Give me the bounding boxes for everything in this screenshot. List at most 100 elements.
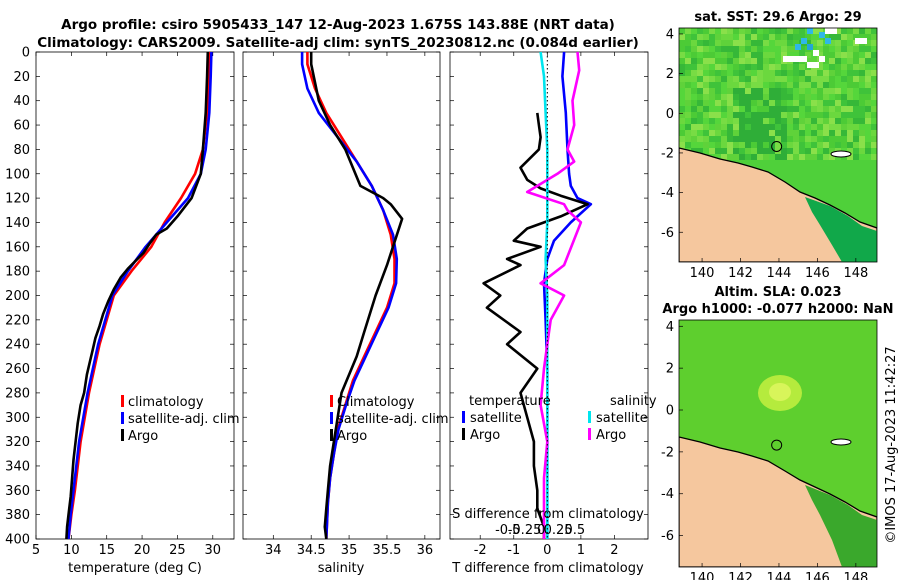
sst-pixel: [745, 142, 751, 148]
sst-pixel: [709, 76, 715, 82]
depth-tick-label: 40: [13, 94, 30, 109]
map-y-tick-label: -2: [661, 146, 674, 161]
sst-pixel: [757, 124, 763, 130]
map-x-tick-label: 140: [690, 266, 715, 281]
sst-cloud-pixel: [813, 50, 819, 56]
sst-pixel: [865, 142, 871, 148]
sst-pixel: [817, 118, 823, 124]
sst-pixel: [823, 106, 829, 112]
sst-pixel: [781, 40, 787, 46]
sst-pixel: [691, 130, 697, 136]
sst-pixel: [853, 136, 859, 142]
depth-tick-label: 200: [5, 289, 30, 304]
sst-pixel: [757, 52, 763, 58]
s-tick-label: 0: [537, 523, 545, 538]
sst-pixel: [757, 154, 763, 160]
sst-pixel: [685, 136, 691, 142]
sst-pixel: [757, 58, 763, 64]
map-y-tick-label: -6: [661, 529, 674, 544]
sst-pixel: [763, 148, 769, 154]
sst-pixel: [709, 58, 715, 64]
sst-pixel: [703, 34, 709, 40]
sst-pixel: [751, 154, 757, 160]
sst-pixel: [757, 28, 763, 34]
x-tick-label: 35: [341, 543, 358, 558]
sst-pixel: [763, 34, 769, 40]
legend-title-salinity: salinity: [610, 394, 657, 409]
sst-pixel: [811, 70, 817, 76]
sst-pixel: [727, 106, 733, 112]
sst-pixel: [721, 118, 727, 124]
x-tick-label: 0: [543, 543, 551, 558]
sst-pixel: [727, 136, 733, 142]
sst-pixel: [703, 58, 709, 64]
sst-pixel: [709, 106, 715, 112]
sst-pixel: [865, 64, 871, 70]
sst-pixel: [859, 130, 865, 136]
map-x-tick-label: 148: [843, 266, 868, 281]
sst-pixel: [787, 34, 793, 40]
sst-pixel: [853, 112, 859, 118]
x-tick-label: 2: [610, 543, 618, 558]
sst-pixel: [787, 148, 793, 154]
sst-pixel: [853, 118, 859, 124]
sst-pixel: [859, 142, 865, 148]
map-x-tick-label: 146: [805, 266, 830, 281]
sst-pixel: [739, 130, 745, 136]
sst-cloud-pixel: [801, 38, 807, 44]
sst-pixel: [787, 52, 793, 58]
sst-cloud-pixel: [861, 38, 867, 44]
sst-pixel: [829, 118, 835, 124]
sst-pixel: [691, 40, 697, 46]
sst-pixel: [745, 106, 751, 112]
sst-pixel: [733, 64, 739, 70]
sst-pixel: [691, 100, 697, 106]
sst-pixel: [847, 64, 853, 70]
sst-cloud-pixel: [825, 28, 831, 34]
sst-pixel: [709, 100, 715, 106]
sst-pixel: [787, 94, 793, 100]
sst-pixel: [691, 106, 697, 112]
sst-pixel: [793, 124, 799, 130]
sst-pixel: [811, 154, 817, 160]
sst-pixel: [739, 40, 745, 46]
sst-pixel: [829, 112, 835, 118]
sst-pixel: [775, 142, 781, 148]
difference-s-xlabel: S difference from climatology: [452, 507, 644, 522]
sst-pixel: [775, 136, 781, 142]
sst-pixel: [781, 112, 787, 118]
sst-pixel: [781, 76, 787, 82]
sst-pixel: [703, 70, 709, 76]
sst-pixel: [853, 58, 859, 64]
sst-pixel: [829, 40, 835, 46]
sst-pixel: [727, 100, 733, 106]
sst-pixel: [691, 94, 697, 100]
salinity-legend: Climatology satellite-adj. clim Argo: [330, 395, 449, 444]
sst-pixel: [829, 58, 835, 64]
sst-pixel: [835, 52, 841, 58]
sst-pixel: [799, 34, 805, 40]
sst-pixel: [697, 88, 703, 94]
sst-cloud-pixel: [825, 38, 831, 44]
sst-pixel: [793, 88, 799, 94]
sst-pixel: [871, 136, 877, 142]
sst-pixel: [865, 118, 871, 124]
sst-pixel: [817, 88, 823, 94]
legend-label-climatology: climatology: [128, 395, 204, 410]
legend-label-s-satellite: satellite-adj. clim: [337, 412, 449, 427]
sst-pixel: [751, 58, 757, 64]
depth-tick-label: 220: [5, 313, 30, 328]
sst-pixel: [751, 52, 757, 58]
legend-label-s-argo: Argo: [337, 429, 367, 444]
sst-pixel: [703, 148, 709, 154]
sst-pixel: [703, 106, 709, 112]
legend-swatch-s-satellite: [330, 412, 333, 424]
sst-pixel: [751, 76, 757, 82]
sst-pixel: [721, 112, 727, 118]
sst-pixel: [679, 82, 685, 88]
sst-pixel: [691, 118, 697, 124]
sst-pixel: [763, 58, 769, 64]
sla-sea-inlet: [805, 485, 877, 567]
sst-pixel: [865, 88, 871, 94]
sst-pixel: [841, 94, 847, 100]
